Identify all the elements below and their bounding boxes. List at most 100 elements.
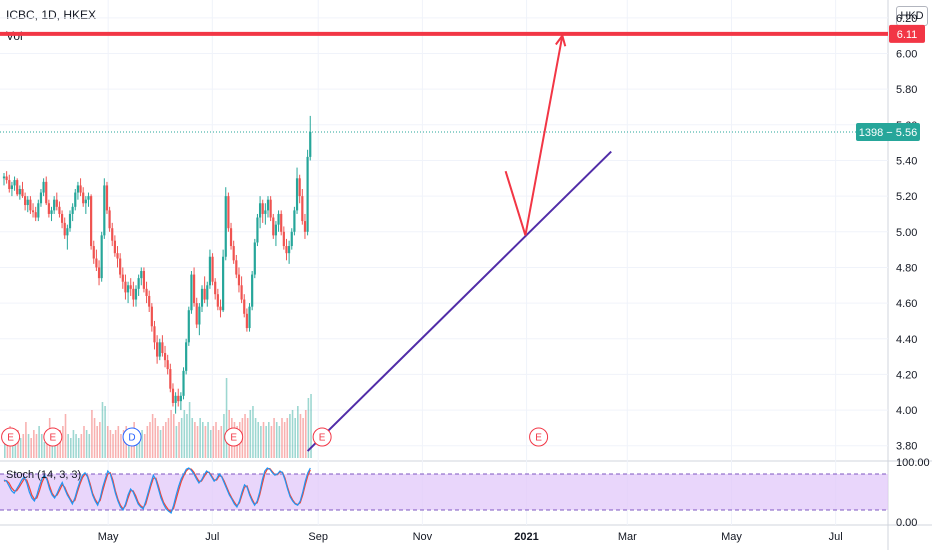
candle-body: [190, 274, 193, 311]
volume-bar: [302, 418, 304, 458]
volume-bar: [304, 410, 307, 458]
volume-bar: [157, 426, 159, 458]
candle-body: [84, 199, 87, 204]
volume-bar: [59, 430, 62, 458]
candle-body: [113, 240, 116, 254]
volume-bar: [106, 426, 109, 458]
event-marker: [529, 427, 549, 447]
candle-body: [219, 306, 222, 311]
candle-body: [261, 203, 264, 214]
volume-bar: [14, 434, 17, 458]
candle-body: [253, 242, 256, 275]
candle-body: [309, 131, 312, 157]
volume-bar: [146, 426, 149, 458]
candle-body: [95, 258, 98, 268]
candle-body: [177, 395, 180, 402]
volume-bar: [220, 426, 223, 458]
volume-bar: [77, 438, 80, 458]
event-label: E: [7, 433, 14, 444]
volume-bar: [268, 422, 270, 458]
candle-body: [158, 342, 161, 357]
candle-body: [266, 199, 270, 211]
candle-body: [285, 246, 288, 254]
event-marker: [224, 427, 244, 447]
volume-bar: [138, 434, 141, 458]
volume-bar: [196, 426, 199, 458]
volume-bar: [141, 430, 143, 458]
price-tick-label: 6.00: [896, 48, 917, 60]
candle-body: [63, 222, 66, 236]
candle-body: [214, 281, 217, 295]
volume-bar: [162, 426, 164, 458]
candle-body: [100, 235, 103, 279]
volume-bar: [136, 434, 138, 458]
candle-body: [256, 217, 259, 243]
volume-bar: [254, 418, 257, 458]
candle-body: [169, 369, 172, 389]
candle-body: [179, 395, 182, 402]
price-tick-label: 5.40: [896, 155, 917, 167]
volume-bar: [122, 430, 125, 458]
volume-bar: [114, 430, 117, 458]
candle-body: [39, 192, 43, 204]
candle-body: [203, 288, 206, 300]
volume-bar: [275, 422, 278, 458]
candle-body: [306, 156, 309, 232]
candle-body: [237, 274, 241, 286]
candle-body: [303, 221, 307, 232]
volume-bar: [207, 422, 209, 458]
volume-bar: [99, 422, 101, 458]
time-tick-label: Jul: [205, 531, 219, 543]
volume-bar: [246, 418, 249, 458]
candle-body: [156, 342, 159, 357]
candle-body: [97, 267, 101, 279]
volume-bar: [289, 414, 291, 458]
candle-body: [232, 246, 235, 261]
candle-body: [171, 388, 175, 403]
time-tick-label: Jul: [829, 531, 843, 543]
candle-body: [5, 176, 8, 181]
candle-body: [198, 306, 201, 325]
candle-body: [8, 180, 11, 189]
candle-body: [282, 231, 285, 247]
volume-bar: [62, 426, 64, 458]
candle-body: [145, 288, 148, 296]
volume-bar: [27, 434, 30, 458]
candle-body: [21, 188, 24, 197]
time-tick-label: Sep: [308, 531, 328, 543]
candle-body: [126, 285, 130, 293]
candle-body: [288, 246, 291, 254]
candle-body: [18, 188, 21, 195]
volume-bar: [278, 426, 281, 458]
volume-bar: [212, 426, 215, 458]
volume-bar: [299, 414, 302, 458]
candle-body: [192, 274, 196, 304]
time-tick-label: Mar: [618, 531, 637, 543]
candle-body: [140, 271, 143, 279]
volume-bar: [35, 434, 38, 458]
candle-body: [134, 288, 138, 300]
volume-bar: [154, 418, 157, 458]
candle-body: [298, 178, 301, 197]
projection-arrow-head: [555, 33, 567, 47]
volume-bar: [70, 438, 72, 458]
volume-bar: [252, 406, 254, 458]
last-price-tag-label: 1398 − 5.56: [859, 127, 917, 139]
candle-body: [132, 288, 135, 300]
currency-button[interactable]: HKD: [896, 6, 928, 26]
candle-body: [274, 224, 278, 236]
symbol-title: ICBC, 1D, HKEX: [6, 8, 97, 22]
volume-bar: [273, 418, 275, 458]
drawing-annotations: [0, 31, 888, 452]
volume-bar: [43, 442, 46, 458]
volume-bar: [11, 442, 14, 458]
volume-bar: [223, 414, 225, 458]
volume-bar: [204, 426, 207, 458]
volume-bar: [167, 418, 170, 458]
candle-body: [129, 285, 132, 289]
candle-body: [121, 274, 124, 282]
candle-body: [76, 185, 80, 193]
price-tick-label: 5.00: [896, 227, 917, 239]
